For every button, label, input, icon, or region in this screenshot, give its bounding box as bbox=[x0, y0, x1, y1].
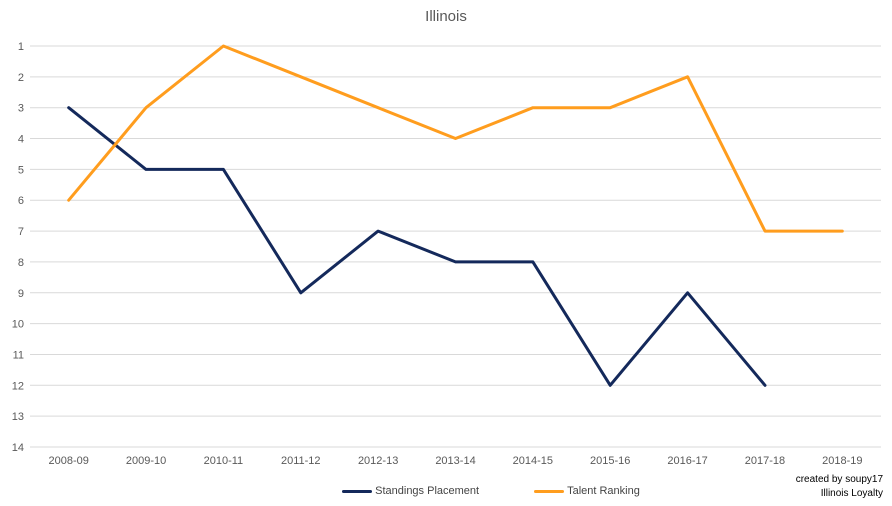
x-tick-label: 2015-16 bbox=[590, 455, 630, 467]
legend-item: Standings Placement bbox=[342, 485, 479, 497]
legend-label: Standings Placement bbox=[375, 485, 480, 497]
x-tick-label: 2011-12 bbox=[281, 455, 321, 467]
y-tick-label: 1 bbox=[18, 41, 24, 53]
y-tick-label: 2 bbox=[18, 72, 24, 84]
y-tick-label: 6 bbox=[18, 195, 24, 207]
credit-line-author: created by soupy17 bbox=[795, 474, 883, 485]
y-tick-label: 4 bbox=[18, 134, 24, 146]
y-tick-label: 11 bbox=[13, 349, 24, 361]
y-tick-label: 3 bbox=[18, 103, 24, 115]
chart-title: Illinois bbox=[425, 8, 467, 25]
y-tick-label: 12 bbox=[12, 380, 24, 392]
x-tick-label: 2009-10 bbox=[126, 455, 166, 467]
chart-legend: Standings Placement Talent Ranking bbox=[0, 485, 892, 497]
series-line bbox=[67, 44, 844, 233]
credit-line-site: Illinois Loyalty bbox=[820, 488, 883, 499]
series-line bbox=[67, 106, 767, 387]
y-tick-label: 5 bbox=[18, 164, 24, 176]
y-tick-label: 7 bbox=[18, 226, 24, 238]
x-tick-label: 2013-14 bbox=[435, 455, 475, 467]
x-tick-label: 2017-18 bbox=[745, 455, 785, 467]
credits: created by soupy17 Illinois Loyalty bbox=[796, 473, 883, 501]
x-tick-label: 2014-15 bbox=[513, 455, 553, 467]
y-tick-label: 8 bbox=[18, 257, 24, 269]
x-tick-label: 2016-17 bbox=[667, 455, 707, 467]
legend-swatch bbox=[534, 489, 565, 493]
legend-label: Talent Ranking bbox=[567, 485, 640, 497]
y-tick-label: 9 bbox=[18, 288, 24, 300]
x-tick-label: 2012-13 bbox=[358, 455, 398, 467]
legend-swatch bbox=[342, 489, 373, 493]
y-tick-label: 10 bbox=[12, 319, 24, 331]
x-tick-label: 2010-11 bbox=[204, 455, 244, 467]
y-tick-label: 14 bbox=[12, 442, 24, 454]
y-tick-label: 13 bbox=[12, 411, 24, 423]
x-tick-label: 2008-09 bbox=[48, 455, 88, 467]
legend-item: Talent Ranking bbox=[534, 485, 640, 497]
x-tick-label: 2018-19 bbox=[822, 455, 862, 467]
